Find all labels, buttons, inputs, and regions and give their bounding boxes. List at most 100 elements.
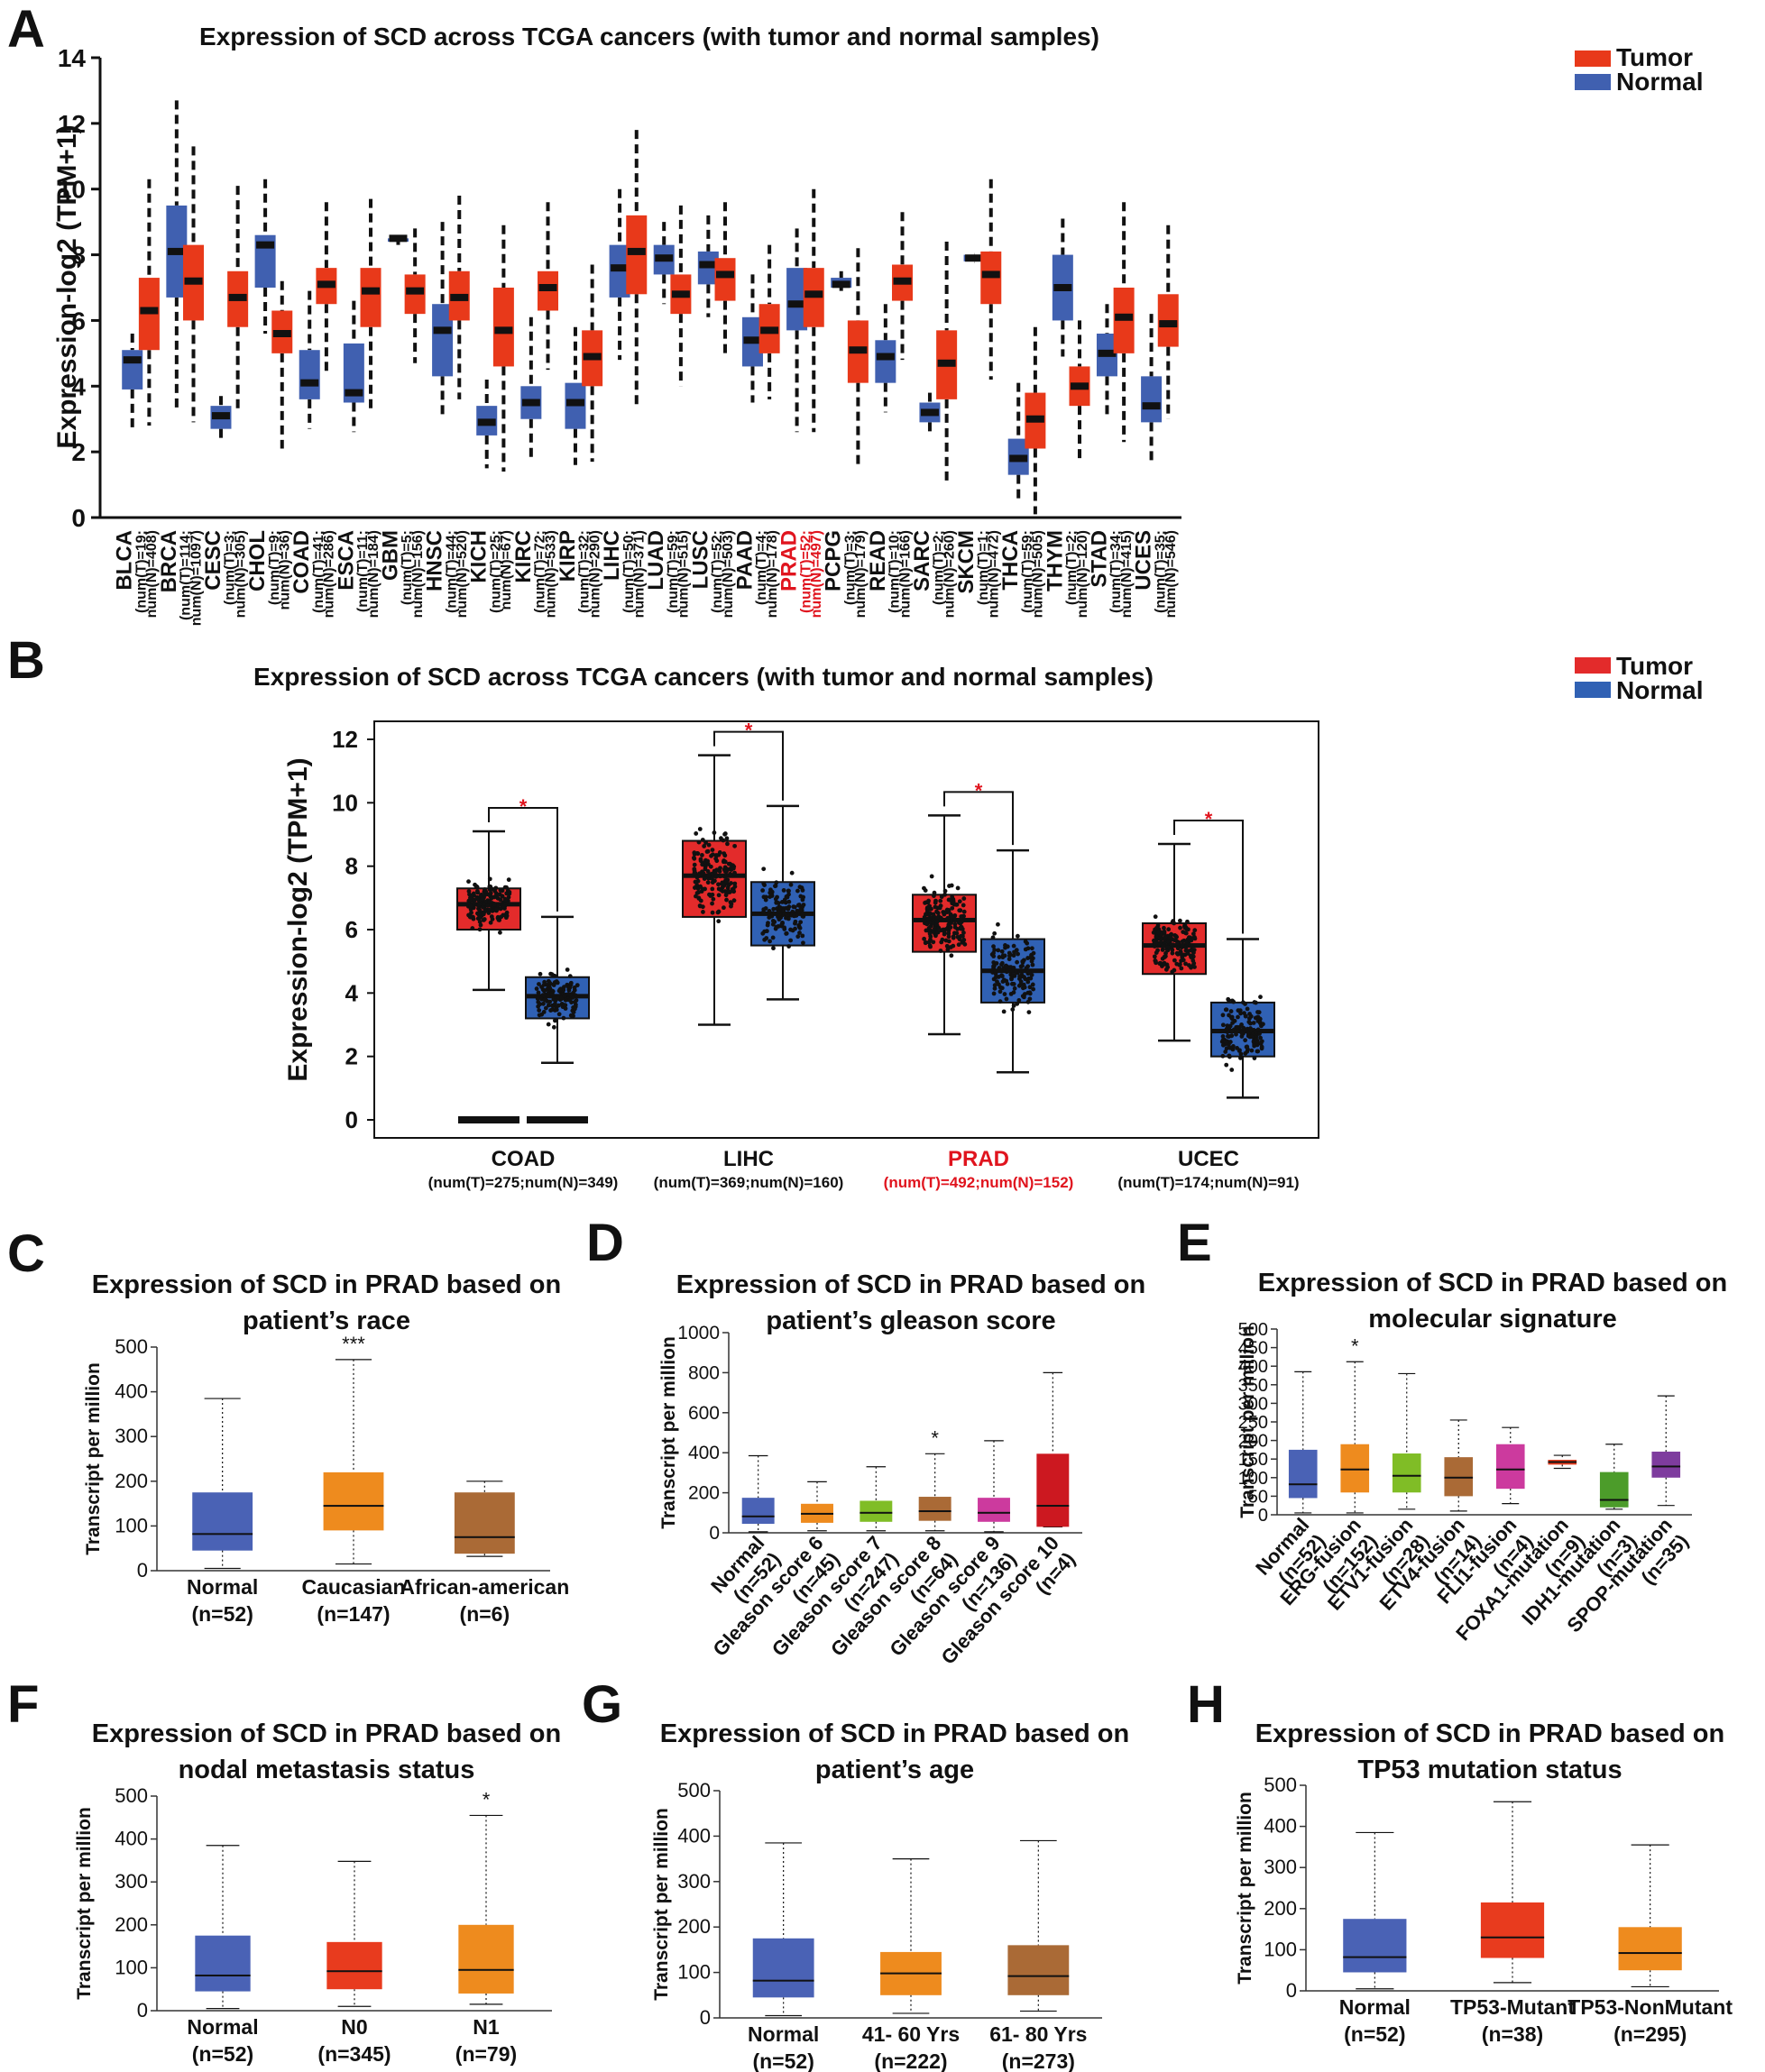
- box: [875, 340, 896, 383]
- data-point: [1152, 954, 1157, 959]
- y-tick-label: 100: [677, 1961, 711, 1984]
- data-point: [506, 877, 511, 883]
- data-point: [1169, 942, 1174, 947]
- significance-bracket: [713, 730, 784, 801]
- data-point: [722, 831, 727, 837]
- data-point: [1224, 1062, 1229, 1068]
- data-point: [1258, 1035, 1263, 1041]
- data-point: [798, 894, 804, 899]
- data-point: [1025, 999, 1031, 1004]
- data-point: [1192, 936, 1198, 941]
- category-label: CESC: [201, 530, 225, 591]
- group-label: LIHC: [723, 1147, 774, 1171]
- data-point: [922, 936, 927, 941]
- data-point: [933, 904, 938, 910]
- y-tick-label: 4: [71, 372, 86, 400]
- data-point: [768, 939, 772, 944]
- data-point: [481, 904, 485, 910]
- y-axis-label: Expression-log2 (TPM+1): [52, 124, 82, 448]
- data-point: [952, 925, 958, 930]
- cancer-group-blca: BLCA(num(T)=19;num(N)=408): [113, 179, 160, 618]
- data-point: [1029, 946, 1034, 951]
- data-point: [1178, 918, 1182, 923]
- data-point: [539, 1012, 545, 1017]
- data-point: [1030, 982, 1035, 987]
- data-point: [700, 862, 705, 867]
- data-point: [1178, 925, 1182, 931]
- data-point: [1227, 1013, 1231, 1018]
- data-point: [961, 931, 966, 935]
- data-point: [1235, 1024, 1240, 1030]
- box: [752, 1938, 814, 1998]
- data-point: [1172, 967, 1177, 973]
- data-point: [1157, 961, 1163, 966]
- data-point: [1252, 1000, 1257, 1004]
- median-line: [1159, 320, 1178, 328]
- category-count-t: (num(T)=2;: [932, 530, 947, 605]
- data-point: [1190, 931, 1196, 937]
- data-point: [497, 892, 502, 897]
- panel-b: B Expression of SCD across TCGA cancers (…: [7, 631, 1703, 1191]
- category-count-t: (num(T)=1;: [976, 530, 991, 605]
- data-point: [793, 926, 797, 931]
- data-point: [504, 885, 509, 890]
- data-point: [1247, 1026, 1253, 1031]
- data-point: [1165, 945, 1171, 949]
- data-point: [936, 925, 942, 931]
- category-count-n: num(N)=156): [410, 530, 426, 618]
- group-normal: Normal (n=52): [187, 1398, 258, 1626]
- data-point: [546, 994, 550, 999]
- y-tick-label: 100: [115, 1956, 148, 1978]
- data-point: [498, 897, 503, 903]
- data-point: [711, 896, 716, 902]
- y-tick-label: 8: [71, 242, 86, 270]
- data-point: [1160, 948, 1165, 952]
- y-tick-label: 200: [1238, 1432, 1268, 1452]
- data-point: [706, 842, 712, 848]
- panel-letter-g: G: [582, 1675, 622, 1734]
- data-point: [1007, 957, 1012, 962]
- box: [1618, 1927, 1682, 1971]
- panel-title-line2: patient’s age: [815, 1756, 974, 1784]
- data-point: [477, 902, 482, 907]
- data-point: [1189, 955, 1194, 959]
- zero-points: [527, 1116, 588, 1123]
- data-point: [553, 998, 558, 1003]
- y-tick-label: 400: [1238, 1357, 1268, 1377]
- category-label: KICH: [467, 530, 492, 583]
- data-point: [784, 905, 789, 911]
- data-point: [784, 931, 789, 936]
- data-point: [704, 849, 710, 854]
- data-point: [705, 869, 711, 874]
- data-point: [1000, 953, 1006, 958]
- data-point: [722, 869, 728, 875]
- data-point: [547, 980, 552, 985]
- data-point: [790, 909, 795, 914]
- data-point: [800, 933, 805, 939]
- y-tick-label: 12: [332, 726, 358, 753]
- data-point: [554, 1007, 559, 1013]
- data-point: [997, 955, 1002, 959]
- panel-letter-e: E: [1177, 1214, 1212, 1272]
- group-41-60-yrs: 41- 60 Yrs (n=222): [862, 1858, 960, 2072]
- group-label: 61- 80 Yrs: [989, 2022, 1087, 2046]
- panel-b-title: Expression of SCD across TCGA cancers (w…: [253, 663, 1154, 691]
- data-point: [942, 912, 947, 917]
- data-point: [728, 861, 732, 866]
- data-point: [478, 915, 483, 920]
- data-point: [926, 898, 931, 903]
- data-point: [946, 909, 951, 914]
- data-point: [692, 885, 697, 890]
- data-point: [1255, 1049, 1261, 1054]
- data-point: [762, 937, 768, 942]
- group-label: TP53-Mutant: [1450, 1995, 1575, 2019]
- data-point: [929, 874, 934, 879]
- median-line: [406, 287, 425, 295]
- data-point: [1015, 1001, 1020, 1006]
- y-tick-label: 250: [1238, 1413, 1268, 1433]
- data-point: [923, 940, 928, 946]
- group-count: (n=345): [317, 2042, 391, 2066]
- category-count-t: (num(T)=10;: [887, 530, 903, 613]
- data-point: [716, 882, 721, 887]
- median-line: [981, 968, 1044, 974]
